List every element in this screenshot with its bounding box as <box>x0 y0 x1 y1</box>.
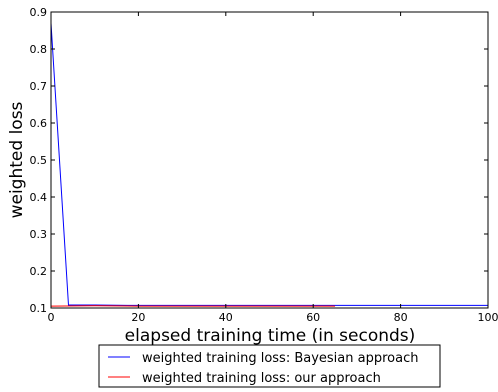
y-tick-label: 0.9 <box>30 6 48 19</box>
x-tick-label: 20 <box>131 311 145 324</box>
y-tick-label: 0.3 <box>30 228 48 241</box>
y-tick-label: 0.4 <box>30 191 48 204</box>
x-tick-label: 0 <box>48 311 55 324</box>
legend: weighted training loss: Bayesian approac… <box>98 344 441 388</box>
x-axis-title: elapsed training time (in seconds) <box>125 326 416 346</box>
x-tick-label: 60 <box>306 311 320 324</box>
series-line-0 <box>50 23 488 306</box>
legend-label-0: weighted training loss: Bayesian approac… <box>142 351 418 366</box>
x-tick-label: 40 <box>219 311 233 324</box>
legend-box <box>98 344 441 388</box>
legend-label-1: weighted training loss: our approach <box>142 371 381 386</box>
ticks-layer: 0 20 40 60 80 100 0.1 0.2 0.3 0.4 0.5 0.6 0.7 0.8 0.9 <box>30 6 498 324</box>
y-axis-title: weighted loss <box>7 101 27 218</box>
y-tick-label: 0.5 <box>30 154 48 167</box>
y-tick-label: 0.6 <box>30 117 48 130</box>
y-tick-label: 0.8 <box>30 43 48 56</box>
y-tick-label: 0.1 <box>30 302 48 315</box>
y-tick-label: 0.2 <box>30 265 48 278</box>
y-tick-label: 0.7 <box>30 80 48 93</box>
x-tick-label: 100 <box>478 311 498 324</box>
x-tick-label: 80 <box>394 311 408 324</box>
